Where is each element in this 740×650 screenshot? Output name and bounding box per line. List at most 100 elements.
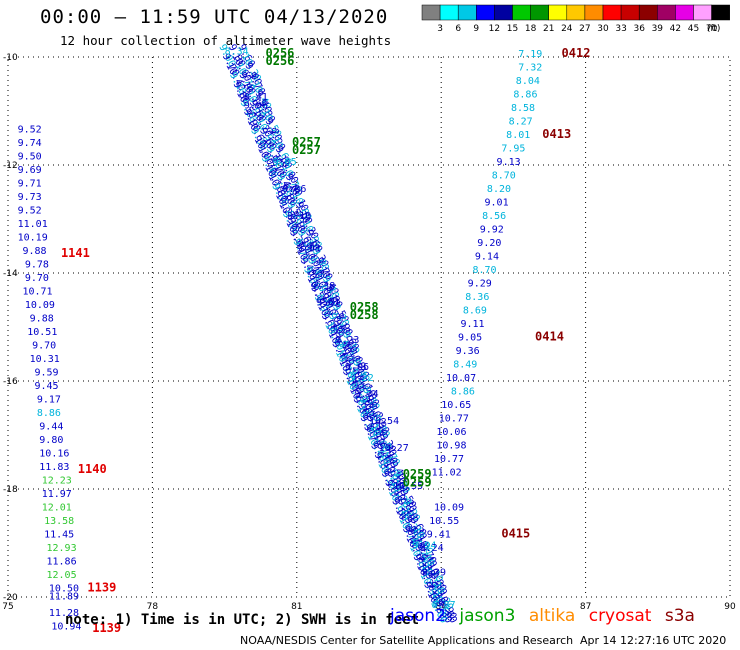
wave-height-label: 9.01 (297, 243, 321, 254)
color-scale-label: 9 (473, 24, 479, 34)
wave-height-label: 9.45 (34, 381, 58, 392)
wave-height-label: 9.34 (355, 389, 379, 400)
wave-height-label: 9.38 (311, 281, 335, 292)
color-swatch (566, 4, 586, 21)
legend-s3a: s3a (664, 606, 695, 626)
color-swatch (512, 4, 531, 21)
wave-height-label: 9.05 (458, 333, 482, 344)
wave-height-label: 9.70 (32, 341, 56, 352)
wave-height-label: 9.13 (497, 157, 521, 168)
wave-height-label: 9.88 (22, 246, 46, 257)
color-swatch (620, 4, 640, 21)
wave-height-label: 9.80 (39, 435, 63, 446)
satellite-tracks: 9.009.7010.409.109.8010.509.209.9010.609… (216, 43, 458, 626)
color-scale-label: 21 (543, 24, 554, 34)
wave-height-label: 10.27 (379, 443, 409, 454)
generation-timestamp: Apr 14 12:27:16 UTC 2020 (580, 634, 727, 647)
y-tick-label: -18 (3, 485, 18, 495)
color-scale-label: 42 (670, 24, 681, 34)
pass-time-label: 0259 (403, 475, 432, 489)
wave-height-label: 9.78 (25, 260, 49, 271)
wave-height-label: 9.11 (460, 319, 484, 330)
wave-height-label: 10.94 (51, 621, 81, 632)
color-swatch (476, 4, 495, 21)
wave-height-label: 8.86 (451, 387, 475, 398)
wave-height-label: 12.23 (42, 476, 72, 487)
color-scale-bar: 3 6 9 12 15 18 21 24 27 30 33 36 39 42 45 70(ft) (421, 4, 730, 34)
color-swatch (638, 4, 658, 21)
color-swatch (711, 4, 730, 21)
color-swatch (439, 4, 459, 21)
wave-height-label: 9.05 (273, 157, 297, 168)
wave-height-label: 10.50 (49, 584, 79, 595)
wave-height-label: 11.89 (49, 592, 79, 603)
wave-height-label: 8.04 (516, 76, 540, 87)
wave-height-label: 10.31 (30, 354, 60, 365)
wave-height-label: 9.10 (287, 211, 311, 222)
wave-height-label: 11.83 (39, 462, 69, 473)
pass-time-label: 0413 (542, 127, 571, 141)
pass-time-label: 0257 (292, 143, 321, 157)
wave-height-label: 9.20 (477, 238, 501, 249)
wave-height-label: 11.01 (18, 219, 48, 230)
wave-height-label: 9.06 (244, 100, 268, 111)
wave-height-label: 9.52 (18, 206, 42, 217)
color-swatch (657, 4, 676, 21)
pass-time-label: 0415 (501, 527, 530, 541)
color-swatch (675, 4, 694, 21)
y-tick-label: -10 (3, 53, 18, 63)
wave-height-label: 13.58 (44, 516, 74, 527)
wave-height-label: 11.28 (49, 608, 79, 619)
wave-height-label: 8.86 (37, 408, 61, 419)
wave-height-label: 11.45 (44, 530, 74, 541)
wave-height-label: 9.14 (475, 252, 499, 263)
wave-height-label: 8.87 (432, 600, 456, 611)
wave-height-label: 8.36 (465, 292, 489, 303)
wave-height-label: 10.65 (441, 400, 471, 411)
wave-height-label: 12.05 (47, 570, 77, 581)
page-title: 00:00 – 11:59 UTC 04/13/2020 (40, 6, 389, 28)
wave-height-label: 8.56 (482, 211, 506, 222)
wave-height-label: 8.34 (225, 46, 249, 57)
color-scale-label: 12 (489, 24, 500, 34)
wave-height-label: 9.74 (18, 138, 42, 149)
wave-height-label: 9.52 (18, 125, 42, 136)
wave-height-label: 10.98 (436, 441, 466, 452)
pass-time-label: 0258 (350, 308, 379, 322)
pass-time-label: 0257 (292, 135, 321, 149)
legend-altika: altika (528, 606, 576, 626)
wave-height-label: 9.29 (468, 279, 492, 290)
wave-height-label: 9.61 (316, 297, 340, 308)
color-swatch (584, 4, 604, 21)
wave-height-label: 10.07 (446, 373, 476, 384)
wave-height-label: 9.23 (335, 335, 359, 346)
wave-height-label: 9.44 (39, 422, 63, 433)
footer-note: note: 1) Time is in UTC; 2) SWH is in fe… (65, 612, 420, 628)
y-tick-label: -12 (3, 161, 18, 171)
satellite-legend: jason2 jason3 altika cryosat s3a (390, 606, 703, 626)
wave-height-label: 10.09 (25, 300, 55, 311)
pass-time-label: 0256 (266, 54, 295, 68)
wave-height-label: 9.59 (34, 368, 58, 379)
wave-height-label: 8.69 (463, 306, 487, 317)
y-tick-label: -14 (3, 269, 18, 279)
wave-height-label: 9.06 (282, 184, 306, 195)
map-frame (7, 56, 731, 598)
credit-line: NOAA/NESDIS Center for Satellite Applica… (240, 634, 574, 647)
wave-height-label: 10.54 (369, 416, 399, 427)
pass-time-label: 0256 (266, 46, 295, 60)
color-swatch (602, 4, 622, 21)
wave-height-label: 8.86 (513, 90, 537, 101)
map-subtitle: 12 hour collection of altimeter wave hei… (60, 33, 392, 48)
color-swatch (421, 4, 441, 21)
wave-height-label: 10.71 (22, 287, 52, 298)
wave-height-label: 8.49 (453, 360, 477, 371)
color-scale-label: 33 (615, 24, 626, 34)
color-scale-label: 18 (525, 24, 537, 34)
wave-height-label: 8.70 (472, 265, 496, 276)
color-scale-label: 27 (579, 24, 590, 34)
wave-height-label: 8.70 (492, 171, 516, 182)
wave-height-label: 9.50 (18, 152, 42, 163)
wave-height-label: 10.55 (429, 516, 459, 527)
wave-height-label: 10.55 (393, 481, 423, 492)
